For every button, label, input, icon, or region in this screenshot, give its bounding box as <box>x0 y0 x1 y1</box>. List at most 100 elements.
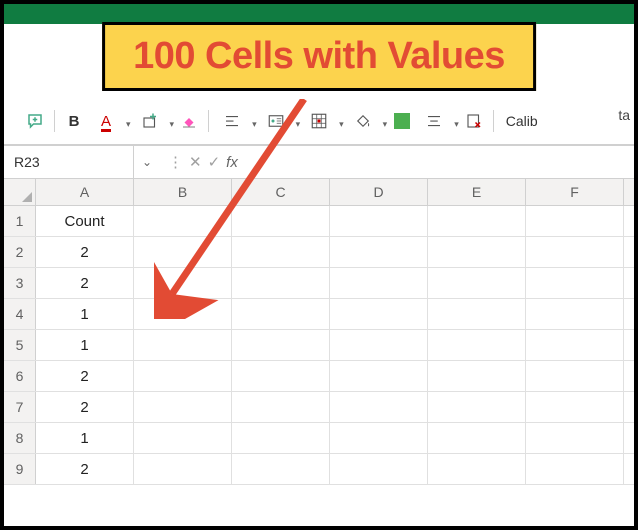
name-box-dropdown[interactable]: ⌄ <box>134 155 160 169</box>
cell[interactable] <box>526 268 624 298</box>
enter-icon[interactable]: ✓ <box>208 153 221 171</box>
select-all-corner[interactable] <box>4 179 36 205</box>
formula-input[interactable] <box>246 146 634 178</box>
cell[interactable] <box>330 392 428 422</box>
cell[interactable] <box>526 299 624 329</box>
row-header[interactable]: 7 <box>4 392 36 422</box>
cell[interactable] <box>428 237 526 267</box>
cell[interactable] <box>134 423 232 453</box>
clear-format-button[interactable] <box>176 108 202 134</box>
cell[interactable] <box>232 237 330 267</box>
cell[interactable] <box>428 330 526 360</box>
cell[interactable] <box>428 454 526 484</box>
col-header-e[interactable]: E <box>428 179 526 205</box>
cell[interactable]: 2 <box>36 237 134 267</box>
col-header-f[interactable]: F <box>526 179 624 205</box>
cancel-icon[interactable]: ✕ <box>189 153 202 171</box>
cell[interactable] <box>232 392 330 422</box>
cell[interactable] <box>526 423 624 453</box>
cell[interactable] <box>232 330 330 360</box>
col-header-b[interactable]: B <box>134 179 232 205</box>
delete-button[interactable] <box>461 108 487 134</box>
cell[interactable] <box>330 454 428 484</box>
cell[interactable] <box>526 361 624 391</box>
cell[interactable] <box>428 423 526 453</box>
insert-cells-button[interactable] <box>133 108 167 134</box>
chevron-down-icon[interactable]: ▾ <box>170 119 175 130</box>
cell[interactable] <box>526 392 624 422</box>
cell[interactable] <box>330 268 428 298</box>
chevron-down-icon[interactable]: ▾ <box>296 119 301 130</box>
cell[interactable] <box>526 330 624 360</box>
cell[interactable] <box>232 268 330 298</box>
cell[interactable]: 2 <box>36 454 134 484</box>
column-headers: A B C D E F <box>4 179 634 206</box>
cell[interactable] <box>134 454 232 484</box>
formula-menu-icon[interactable]: ⋮ <box>168 153 183 171</box>
row-header[interactable]: 2 <box>4 237 36 267</box>
cell[interactable] <box>526 237 624 267</box>
cell[interactable] <box>428 206 526 236</box>
cell[interactable] <box>232 361 330 391</box>
conditional-format-button[interactable] <box>302 108 336 134</box>
bold-button[interactable]: B <box>61 108 87 134</box>
fx-label[interactable]: fx <box>226 154 238 171</box>
cell[interactable] <box>428 392 526 422</box>
cell[interactable] <box>526 206 624 236</box>
cell[interactable]: 2 <box>36 361 134 391</box>
fill-color-button[interactable] <box>346 108 380 134</box>
cell[interactable] <box>330 299 428 329</box>
cell[interactable]: 1 <box>36 423 134 453</box>
name-box[interactable]: R23 <box>4 146 134 178</box>
cell[interactable] <box>134 206 232 236</box>
cell[interactable] <box>330 330 428 360</box>
col-header-a[interactable]: A <box>36 179 134 205</box>
cell[interactable] <box>134 237 232 267</box>
row-header[interactable]: 6 <box>4 361 36 391</box>
cell[interactable] <box>526 454 624 484</box>
cell[interactable] <box>232 454 330 484</box>
cell[interactable]: Count <box>36 206 134 236</box>
font-name-label[interactable]: Calib <box>506 113 538 129</box>
cell[interactable]: 2 <box>36 268 134 298</box>
chevron-down-icon[interactable]: ▾ <box>126 119 131 130</box>
cell[interactable]: 1 <box>36 330 134 360</box>
row-header[interactable]: 8 <box>4 423 36 453</box>
cell[interactable] <box>134 330 232 360</box>
cell[interactable] <box>428 361 526 391</box>
table-row: 62 <box>4 361 634 392</box>
align-button[interactable] <box>215 108 249 134</box>
font-color-button[interactable]: A <box>89 108 123 134</box>
chevron-down-icon[interactable]: ▾ <box>252 119 257 130</box>
cell[interactable] <box>232 206 330 236</box>
cell[interactable] <box>134 268 232 298</box>
cell[interactable]: 1 <box>36 299 134 329</box>
chevron-down-icon[interactable]: ▾ <box>339 119 344 130</box>
row-header[interactable]: 9 <box>4 454 36 484</box>
col-header-c[interactable]: C <box>232 179 330 205</box>
cell[interactable] <box>330 423 428 453</box>
row-header[interactable]: 4 <box>4 299 36 329</box>
cell[interactable] <box>330 237 428 267</box>
cell[interactable] <box>428 299 526 329</box>
row-header[interactable]: 3 <box>4 268 36 298</box>
cell[interactable] <box>232 423 330 453</box>
cell[interactable] <box>134 361 232 391</box>
chevron-down-icon[interactable]: ▾ <box>383 119 388 130</box>
cell[interactable]: 2 <box>36 392 134 422</box>
cell[interactable] <box>330 206 428 236</box>
center-align-button[interactable] <box>417 108 451 134</box>
cell[interactable] <box>232 299 330 329</box>
row-header[interactable]: 1 <box>4 206 36 236</box>
cell[interactable] <box>134 392 232 422</box>
table-row: 32 <box>4 268 634 299</box>
cell[interactable] <box>134 299 232 329</box>
cell[interactable] <box>330 361 428 391</box>
cell[interactable] <box>428 268 526 298</box>
fill-green-button[interactable] <box>389 108 415 134</box>
row-header[interactable]: 5 <box>4 330 36 360</box>
number-format-button[interactable] <box>259 108 293 134</box>
col-header-d[interactable]: D <box>330 179 428 205</box>
chevron-down-icon[interactable]: ▾ <box>454 119 459 130</box>
new-comment-button[interactable] <box>22 108 48 134</box>
